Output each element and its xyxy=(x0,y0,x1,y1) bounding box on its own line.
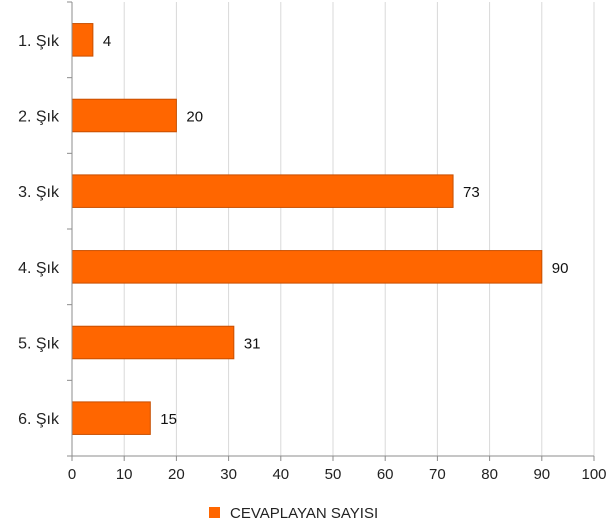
data-label: 15 xyxy=(160,411,177,428)
category-label: 5. Şık xyxy=(18,336,60,353)
x-tick-label: 50 xyxy=(325,466,342,483)
bar xyxy=(71,325,235,360)
data-label: 20 xyxy=(186,109,203,126)
x-tick-label: 40 xyxy=(272,466,289,483)
data-labels: 4 20 73 90 31 15 xyxy=(103,33,569,428)
bar xyxy=(71,98,177,133)
axes xyxy=(67,1,595,461)
category-labels: 1. Şık 2. Şık 3. Şık 4. Şık 5. Şık 6. Şık xyxy=(18,33,60,428)
bar xyxy=(71,401,151,435)
legend: CEVAPLAYAN SAYISI xyxy=(209,505,378,522)
x-tick-label: 90 xyxy=(533,466,550,483)
category-label: 6. Şık xyxy=(18,411,60,428)
category-label: 1. Şık xyxy=(18,33,60,50)
bar xyxy=(71,23,94,57)
x-tick-label: 10 xyxy=(116,466,133,483)
category-label: 4. Şık xyxy=(18,260,60,277)
x-tick-label: 60 xyxy=(377,466,394,483)
category-label: 3. Şık xyxy=(18,184,60,201)
x-tick-label: 70 xyxy=(429,466,446,483)
data-label: 90 xyxy=(552,260,569,277)
data-label: 31 xyxy=(244,336,261,353)
legend-swatch xyxy=(209,507,220,518)
category-label: 2. Şık xyxy=(18,109,60,126)
bar xyxy=(71,174,454,208)
gridlines xyxy=(123,2,595,456)
data-label: 73 xyxy=(463,184,480,201)
data-label: 4 xyxy=(103,33,111,50)
x-tick-label: 20 xyxy=(168,466,185,483)
x-tick-label: 100 xyxy=(581,466,606,483)
x-tick-labels: 0 10 20 30 40 50 60 70 80 90 100 xyxy=(68,466,607,483)
bars xyxy=(71,23,543,435)
bar xyxy=(71,250,543,284)
legend-label: CEVAPLAYAN SAYISI xyxy=(230,505,378,522)
x-tick-label: 0 xyxy=(68,466,76,483)
x-tick-label: 30 xyxy=(220,466,237,483)
x-tick-label: 80 xyxy=(481,466,498,483)
